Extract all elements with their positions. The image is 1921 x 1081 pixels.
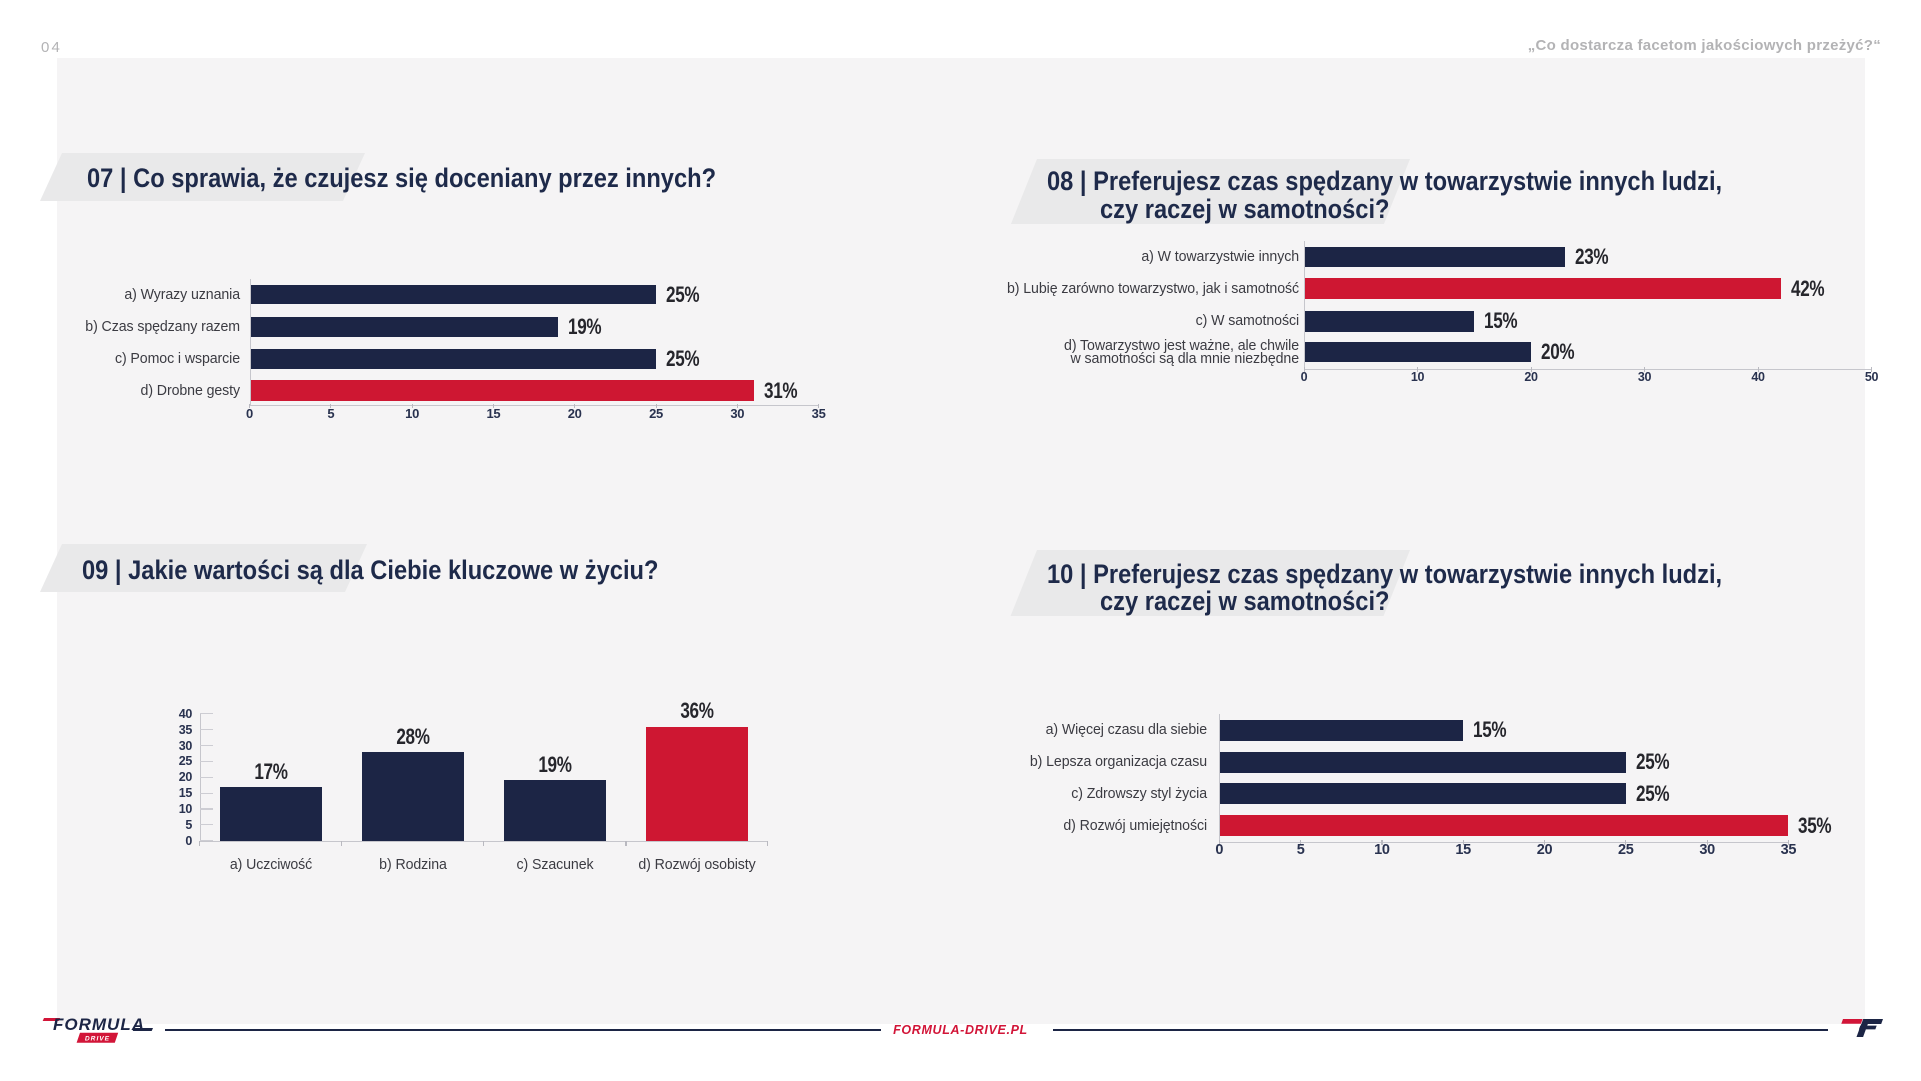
svg-text:DRIVE: DRIVE <box>85 1035 110 1042</box>
